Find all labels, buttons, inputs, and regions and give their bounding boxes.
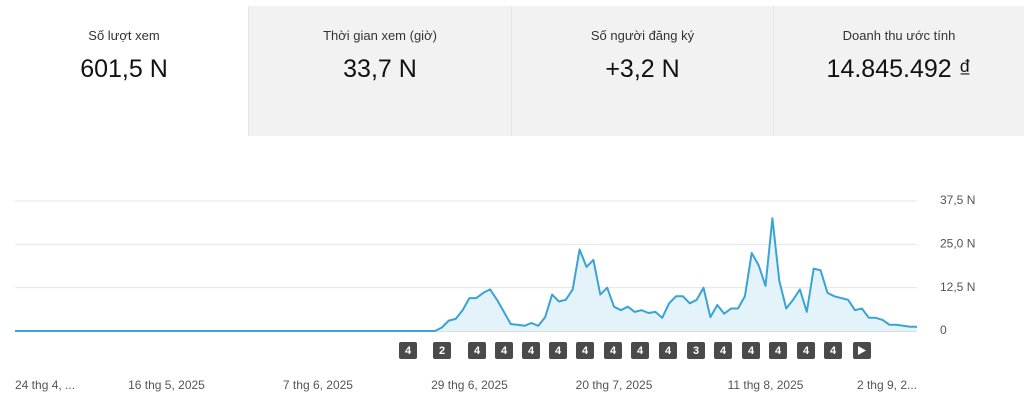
x-tick-label: 2 thg 9, 2... xyxy=(857,378,917,392)
metric-label: Thời gian xem (giờ) xyxy=(323,28,437,43)
marker-box xyxy=(399,342,417,359)
event-marker[interactable]: 4 xyxy=(659,342,677,359)
marker-box xyxy=(468,342,486,359)
marker-box xyxy=(714,342,732,359)
marker-count: 4 xyxy=(582,345,589,357)
y-tick-label: 37,5 N xyxy=(940,193,975,207)
area xyxy=(15,218,917,331)
x-tick-label: 16 thg 5, 2025 xyxy=(128,378,205,392)
x-tick-label: 24 thg 4, ... xyxy=(15,378,75,392)
marker-box xyxy=(687,342,705,359)
marker-box xyxy=(433,342,451,359)
metric-card[interactable]: Số lượt xem 601,5 N xyxy=(0,6,248,136)
marker-count: 4 xyxy=(775,345,782,357)
marker-box xyxy=(549,342,567,359)
line xyxy=(15,217,917,332)
marker-box xyxy=(742,342,760,359)
metric-value: 14.845.492 ₫ xyxy=(826,55,972,83)
metric-value: 33,7 N xyxy=(343,55,417,83)
metric-card[interactable]: Doanh thu ước tính 14.845.492 ₫ xyxy=(773,6,1024,136)
x-tick-label: 29 thg 6, 2025 xyxy=(431,378,508,392)
event-marker[interactable]: 4 xyxy=(824,342,842,359)
marker-box xyxy=(659,342,677,359)
marker-count: 4 xyxy=(830,345,837,357)
y-tick-label: 25,0 N xyxy=(940,237,975,251)
marker-count: 4 xyxy=(748,345,755,357)
play-icon xyxy=(858,346,866,355)
x-tick-label: 11 thg 8, 2025 xyxy=(728,378,804,392)
marker-count: 4 xyxy=(637,345,644,357)
marker-box xyxy=(604,342,622,359)
metric-card[interactable]: Số người đăng ký +3,2 N xyxy=(511,6,773,136)
metric-label: Số người đăng ký xyxy=(590,28,695,43)
marker-box xyxy=(824,342,842,359)
marker-count: 3 xyxy=(693,345,699,357)
y-tick-label: 12,5 N xyxy=(940,280,975,294)
event-marker[interactable]: 4 xyxy=(714,342,732,359)
marker-box xyxy=(495,342,513,359)
metric-label: Số lượt xem xyxy=(88,28,160,43)
y-tick-label: 0 xyxy=(940,323,947,337)
marker-count: 4 xyxy=(665,345,672,357)
event-marker[interactable]: 4 xyxy=(742,342,760,359)
marker-count: 2 xyxy=(439,345,445,357)
event-marker[interactable]: 4 xyxy=(399,342,417,359)
marker-count: 4 xyxy=(474,345,481,357)
plot: 0 12,5 N 25,0 N 37,5 N 24 thg 4, ... 16 thg 5… xyxy=(15,193,975,392)
event-marker[interactable]: 3 xyxy=(687,342,705,359)
marker-box xyxy=(769,342,787,359)
metric-value: +3,2 N xyxy=(605,55,680,83)
marker-count: 4 xyxy=(555,345,562,357)
marker-count: 4 xyxy=(528,345,535,357)
metric-cards: Số lượt xem 601,5 N Thời gian xem (giờ) 33… xyxy=(0,6,1024,136)
metric-value: 601,5 N xyxy=(80,55,168,83)
marker-count: 4 xyxy=(405,345,412,357)
event-marker[interactable]: 4 xyxy=(604,342,622,359)
x-tick-label: 20 thg 7, 2025 xyxy=(576,378,653,392)
marker-count: 4 xyxy=(501,345,508,357)
event-marker[interactable]: 4 xyxy=(522,342,540,359)
marker-count: 4 xyxy=(720,345,727,357)
event-marker[interactable]: 4 xyxy=(576,342,594,359)
marker-box xyxy=(522,342,540,359)
event-marker[interactable]: 2 xyxy=(433,342,451,359)
marker-box xyxy=(631,342,649,359)
event-marker[interactable]: 4 xyxy=(468,342,486,359)
event-marker[interactable]: 4 xyxy=(549,342,567,359)
marker-box xyxy=(797,342,815,359)
metric-label: Doanh thu ước tính xyxy=(842,28,956,43)
marker-count: 4 xyxy=(803,345,810,357)
metric-card[interactable]: Thời gian xem (giờ) 33,7 N xyxy=(248,6,511,136)
event-marker[interactable]: 4 xyxy=(797,342,815,359)
marker-count: 4 xyxy=(610,345,617,357)
event-marker[interactable]: 4 xyxy=(495,342,513,359)
x-tick-label: 7 thg 6, 2025 xyxy=(283,378,353,392)
event-marker[interactable]: 4 xyxy=(631,342,649,359)
event-marker[interactable]: 4 xyxy=(769,342,787,359)
marker-box xyxy=(576,342,594,359)
play-marker[interactable] xyxy=(853,342,871,359)
